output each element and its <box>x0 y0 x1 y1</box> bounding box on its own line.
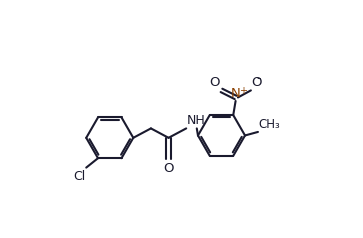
Text: +: + <box>239 86 247 96</box>
Text: O: O <box>209 76 220 89</box>
Text: N: N <box>231 87 240 100</box>
Text: O: O <box>163 162 174 175</box>
Text: CH₃: CH₃ <box>259 118 280 131</box>
Text: O: O <box>252 76 262 89</box>
Text: NH: NH <box>187 114 206 127</box>
Text: -: - <box>257 72 261 85</box>
Text: Cl: Cl <box>73 170 85 183</box>
